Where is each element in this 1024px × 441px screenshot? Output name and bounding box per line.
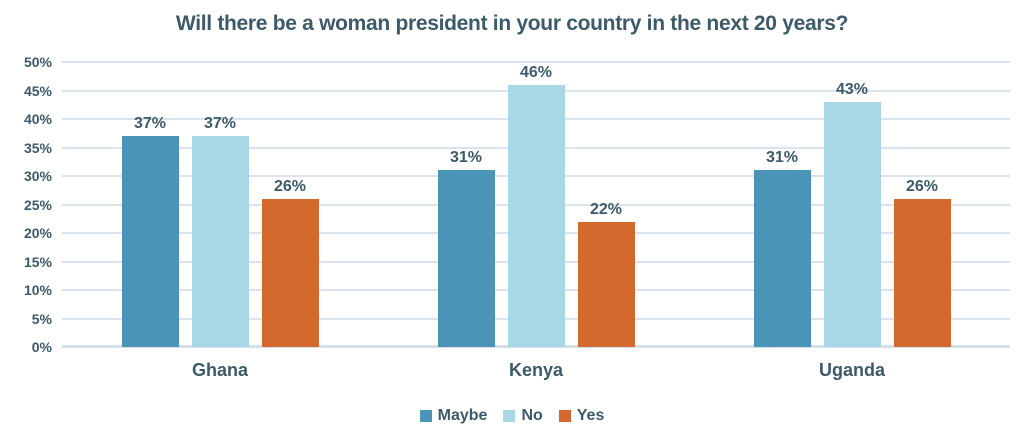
bar-group-ghana: 37% 37% 26% bbox=[62, 62, 378, 347]
bar-no-uganda bbox=[823, 101, 881, 347]
bar-column: 26% bbox=[893, 177, 951, 347]
bar-group-kenya: 31% 46% 22% bbox=[378, 62, 694, 347]
bar-value-label: 26% bbox=[905, 177, 939, 195]
legend-label: Yes bbox=[576, 407, 605, 424]
y-tick-label: 0% bbox=[31, 339, 52, 355]
bar-maybe-ghana bbox=[121, 136, 179, 347]
bar-column: 22% bbox=[577, 200, 635, 347]
bar-maybe-uganda bbox=[753, 170, 811, 347]
y-tick-label: 25% bbox=[23, 196, 52, 213]
y-tick-label: 30% bbox=[23, 168, 52, 184]
bar-value-label: 43% bbox=[835, 80, 869, 98]
y-tick-label: 20% bbox=[23, 225, 52, 241]
bar-no-kenya bbox=[507, 84, 565, 347]
legend-swatch-icon bbox=[558, 410, 571, 422]
gridline bbox=[62, 61, 1010, 63]
legend-item-yes: Yes bbox=[558, 407, 605, 425]
bar-column: 46% bbox=[507, 63, 565, 347]
legend-label: No bbox=[521, 407, 543, 424]
y-tick-label: 15% bbox=[23, 253, 52, 270]
bar-column: 31% bbox=[437, 149, 495, 347]
legend: Maybe No Yes bbox=[0, 407, 1024, 425]
y-tick-label: 50% bbox=[23, 54, 52, 70]
y-tick-label: 35% bbox=[23, 139, 52, 156]
bar-value-label: 26% bbox=[273, 177, 307, 195]
bar-value-label: 46% bbox=[519, 63, 553, 81]
legend-item-no: No bbox=[503, 407, 543, 425]
bar-yes-ghana bbox=[261, 198, 319, 347]
y-tick-label: 40% bbox=[23, 111, 52, 127]
category-label-uganda: Uganda bbox=[818, 360, 885, 380]
x-axis-labels: Ghana Kenya Uganda bbox=[62, 360, 1010, 381]
chart-title: Will there be a woman president in your … bbox=[175, 12, 849, 35]
bar-column: 31% bbox=[753, 149, 811, 347]
y-tick-label: 5% bbox=[31, 310, 52, 327]
legend-swatch-icon bbox=[503, 410, 516, 422]
bar-no-ghana bbox=[191, 136, 249, 347]
bar-maybe-kenya bbox=[437, 170, 495, 347]
bar-yes-kenya bbox=[577, 221, 635, 347]
bar-value-label: 31% bbox=[765, 149, 799, 167]
bar-column: 37% bbox=[191, 115, 249, 347]
bar-value-label: 37% bbox=[133, 115, 167, 133]
category-label-ghana: Ghana bbox=[191, 360, 248, 380]
bar-value-label: 37% bbox=[203, 115, 237, 133]
bar-groups: 37% 37% 26% 31% 46% 22% 31% 43% 26% bbox=[62, 62, 1010, 347]
bar-value-label: 22% bbox=[589, 200, 623, 218]
category-label-kenya: Kenya bbox=[508, 360, 564, 380]
bar-column: 43% bbox=[823, 80, 881, 347]
bar-value-label: 31% bbox=[449, 149, 483, 167]
y-tick-label: 45% bbox=[23, 82, 52, 99]
bar-column: 26% bbox=[261, 177, 319, 347]
legend-swatch-icon bbox=[419, 410, 432, 422]
legend-item-maybe: Maybe bbox=[419, 407, 488, 425]
y-tick-label: 10% bbox=[23, 282, 52, 298]
legend-label: Maybe bbox=[437, 407, 488, 424]
bar-yes-uganda bbox=[893, 198, 951, 347]
bar-group-uganda: 31% 43% 26% bbox=[694, 62, 1010, 347]
plot-area: 0% 5% 10% 15% 20% 25% 30% 35% 40% 45% 50% 37% 37% 26%… bbox=[24, 54, 1010, 355]
bar-column: 37% bbox=[121, 115, 179, 347]
